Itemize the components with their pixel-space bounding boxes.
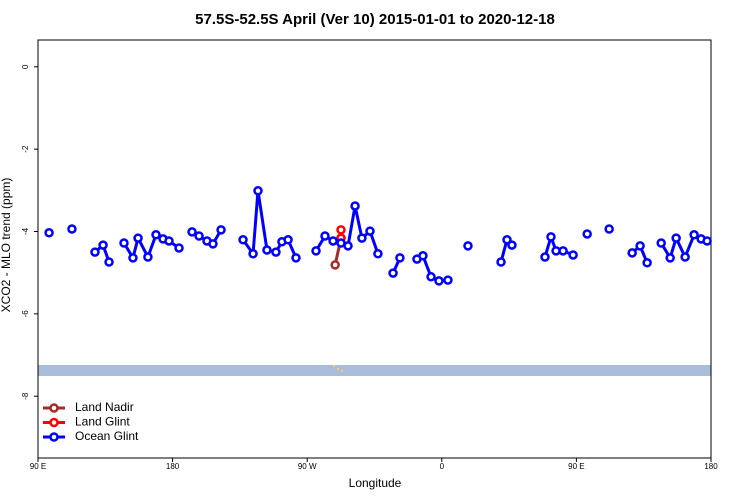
x-axis-label: Longitude	[349, 476, 402, 490]
y-axis-label: XCO2 - MLO trend (ppm)	[0, 178, 13, 313]
point	[395, 253, 405, 263]
point	[502, 234, 512, 245]
legend-label: Land Glint	[75, 415, 130, 429]
point	[656, 238, 666, 248]
plot-frame	[37, 39, 712, 459]
point	[98, 240, 108, 250]
x-tick-label: 180	[166, 462, 180, 471]
point	[330, 260, 340, 270]
point	[671, 233, 681, 243]
point	[702, 236, 712, 246]
point	[262, 245, 272, 255]
land-dot	[340, 369, 344, 373]
point	[194, 231, 204, 241]
point	[350, 201, 360, 211]
point	[248, 248, 258, 259]
legend-label: Ocean Glint	[75, 429, 139, 443]
point	[238, 234, 248, 245]
point	[357, 233, 367, 243]
point	[627, 248, 637, 258]
x-tick-label: 0	[440, 462, 445, 471]
point	[604, 224, 614, 234]
point	[443, 275, 453, 285]
point	[320, 231, 330, 241]
point	[343, 241, 353, 251]
point	[328, 236, 338, 246]
point	[143, 252, 153, 262]
point	[119, 238, 129, 248]
point	[463, 241, 473, 251]
point	[216, 225, 226, 235]
legend-marker	[49, 417, 59, 428]
point	[253, 185, 263, 196]
point	[434, 276, 444, 286]
point	[680, 252, 690, 262]
point	[311, 246, 321, 256]
point	[283, 234, 293, 245]
point	[208, 239, 218, 249]
point	[187, 227, 197, 237]
point	[104, 257, 114, 267]
point	[271, 247, 281, 257]
point	[151, 230, 161, 240]
point	[582, 229, 592, 239]
point	[642, 258, 652, 268]
point	[558, 246, 568, 256]
x-tick-label: 90 E	[30, 462, 46, 471]
y-tick-label: -6	[21, 310, 30, 318]
point	[174, 243, 184, 253]
y-tick-label: -8	[21, 392, 30, 400]
land-dot	[332, 364, 336, 368]
point	[291, 253, 301, 263]
point	[44, 227, 54, 238]
series-line	[93, 190, 708, 283]
y-tick-label: -2	[21, 145, 30, 153]
legend-marker	[49, 403, 59, 413]
point	[90, 247, 100, 257]
y-tick-label: -4	[21, 227, 30, 235]
point	[568, 250, 578, 260]
legend-label: Land Nadir	[75, 400, 134, 414]
point	[164, 236, 174, 246]
point	[67, 224, 77, 234]
legend-marker	[49, 432, 59, 442]
point	[540, 252, 550, 262]
point	[496, 257, 506, 267]
point	[418, 251, 428, 261]
y-tick-label: 0	[21, 64, 30, 69]
x-tick-label: 90 W	[298, 462, 317, 471]
x-tick-label: 90 E	[568, 462, 584, 471]
point	[546, 232, 556, 242]
chart-title: 57.5S-52.5S April (Ver 10) 2015-01-01 to…	[195, 11, 555, 28]
point	[133, 233, 143, 243]
land-dot	[336, 367, 340, 371]
point	[336, 225, 346, 235]
map-strip	[38, 365, 711, 376]
point	[365, 226, 375, 236]
point	[665, 253, 675, 263]
point	[373, 248, 383, 259]
point	[128, 253, 138, 263]
point	[388, 268, 398, 278]
point	[507, 240, 517, 250]
point	[426, 272, 436, 282]
point	[689, 230, 699, 240]
point	[635, 241, 645, 251]
x-tick-label: 180	[704, 462, 718, 471]
